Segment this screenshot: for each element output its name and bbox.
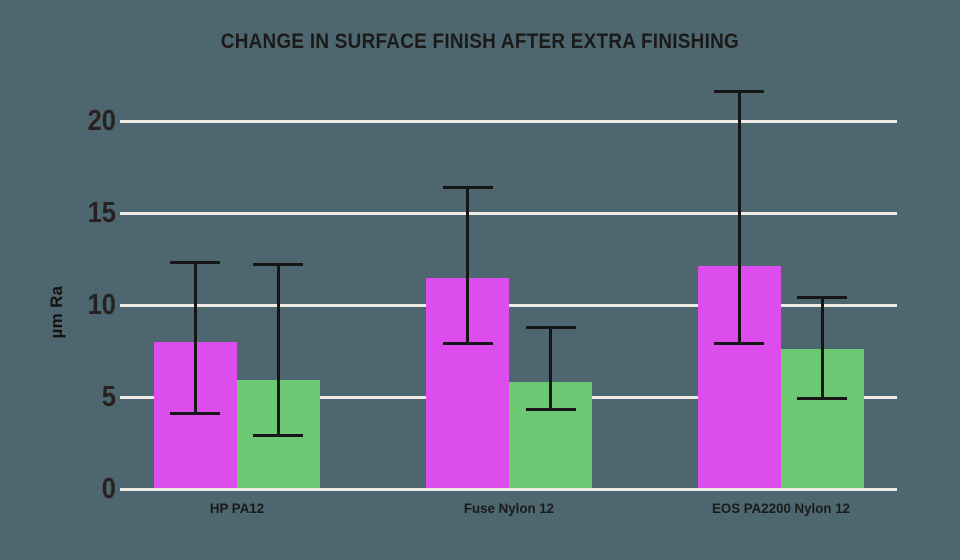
error-bar-cap	[714, 342, 764, 346]
error-bar-cap	[714, 90, 764, 94]
chart-title-text: CHANGE IN SURFACE FINISH AFTER EXTRA FIN…	[220, 30, 740, 53]
x-tick-label: EOS PA2200 Nylon 12	[711, 500, 850, 516]
y-tick-label: 10	[87, 289, 116, 322]
error-bar-line	[193, 262, 197, 414]
error-bar-cap	[442, 185, 493, 189]
y-tick-label: 15	[87, 197, 116, 230]
y-tick-label: 5	[101, 381, 116, 414]
error-bar-cap	[525, 408, 576, 412]
error-bar-cap	[170, 412, 220, 416]
error-bar-cap	[253, 434, 303, 438]
error-bar-cap	[253, 263, 303, 267]
error-bar-cap	[797, 296, 847, 300]
y-tick-label: 20	[87, 105, 116, 138]
gridline	[120, 119, 897, 123]
error-bar-line	[737, 91, 741, 344]
x-tick-label: Fuse Nylon 12	[463, 500, 555, 516]
gridline	[120, 211, 897, 215]
error-bar-line	[549, 327, 552, 410]
error-bar-cap	[442, 342, 493, 346]
error-bar-line	[820, 297, 824, 399]
error-bar-line	[276, 264, 280, 436]
error-bar-line	[466, 187, 469, 344]
y-axis-title: µm Ra	[47, 285, 66, 339]
error-bar-cap	[525, 325, 576, 329]
chart-title: CHANGE IN SURFACE FINISH AFTER EXTRA FIN…	[0, 30, 960, 54]
x-tick-label: HP PA12	[209, 500, 264, 516]
error-bar-cap	[170, 261, 220, 265]
x-axis-line	[120, 487, 897, 491]
y-tick-label: 0	[101, 473, 116, 505]
error-bar-cap	[797, 397, 847, 401]
